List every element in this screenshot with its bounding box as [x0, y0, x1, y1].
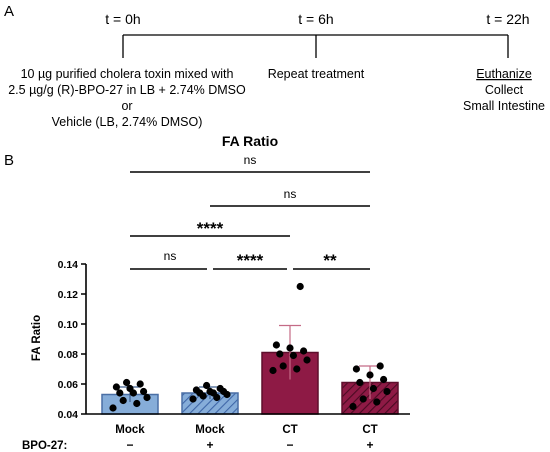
data-point [143, 393, 151, 402]
y-tick-label: 0.14 [58, 259, 79, 271]
data-point [279, 362, 287, 370]
y-tick-label: 0.12 [58, 289, 79, 301]
bpo27-sign-ct-1: − [286, 438, 293, 452]
bpo27-sign-mock-2: + [206, 438, 213, 452]
panel-b-label: B [4, 152, 14, 169]
timepoint-22h: t = 22h [486, 11, 529, 27]
timepoint-0h: t = 0h [105, 11, 140, 27]
y-axis-label: FA Ratio [31, 315, 43, 361]
sig-label-mock-vs-mockbpo: ns [164, 249, 177, 263]
data-point [136, 380, 144, 388]
data-point [203, 381, 211, 390]
data-point [383, 387, 391, 396]
data-point [126, 384, 134, 393]
data-point [112, 383, 120, 391]
y-tick-label: 0.08 [58, 349, 79, 361]
axes [85, 264, 410, 415]
data-point [293, 365, 301, 373]
data-point [269, 366, 277, 375]
panel-a-label: A [4, 3, 14, 20]
data-point [109, 404, 117, 412]
y-tick-label: 0.06 [58, 379, 79, 391]
data-point [380, 375, 388, 384]
sig-label-mock-vs-ct-bpo: ns [244, 153, 257, 167]
data-point [289, 351, 297, 360]
data-point [356, 378, 364, 387]
data-point [373, 398, 381, 406]
data-point [369, 384, 377, 393]
data-point [376, 362, 384, 370]
data-point [192, 386, 200, 394]
data-point [300, 347, 308, 355]
timeline [122, 34, 509, 58]
data-point [303, 356, 311, 364]
end-line-collect: Collect [485, 83, 524, 97]
data-point [119, 396, 127, 405]
category-label-ct-1: CT [282, 424, 297, 436]
bpo27-sign-ct-2: + [366, 438, 373, 452]
treatment-line-4: Vehicle (LB, 2.74% DMSO) [52, 115, 203, 129]
data-point [359, 395, 367, 403]
timepoint-6h: t = 6h [298, 11, 333, 27]
bpo27-sign-mock-1: − [126, 438, 133, 452]
end-line-euthanize: Euthanize [476, 67, 532, 81]
bpo27-row-label: BPO-27: [22, 440, 67, 452]
treatment-line-2: 2.5 µg/g (R)-BPO-27 in LB + 2.74% DMSO [8, 83, 246, 97]
sig-label-mockbpo-vs-ct: **** [237, 251, 264, 270]
data-point [140, 387, 148, 396]
data-point [123, 378, 131, 387]
data-point [276, 350, 284, 358]
category-label-ct-2: CT [362, 424, 377, 436]
end-line-small-intestine: Small Intestine [463, 99, 545, 113]
repeat-treatment: Repeat treatment [268, 67, 365, 81]
data-point [206, 387, 214, 396]
data-point [349, 402, 357, 411]
y-ticks: 0.04 0.06 0.08 0.10 0.12 0.14 [58, 259, 86, 421]
treatment-line-1: 10 µg purified cholera toxin mixed with [21, 67, 234, 81]
category-label-mock-2: Mock [195, 424, 225, 436]
category-label-mock-1: Mock [115, 424, 145, 436]
sig-label-mock-vs-ct: **** [197, 219, 224, 238]
y-tick-label: 0.04 [58, 409, 79, 421]
data-point [116, 389, 124, 397]
data-point [272, 341, 280, 349]
data-point [366, 371, 374, 379]
treatment-line-3: or [121, 99, 132, 113]
y-tick-label: 0.10 [58, 319, 79, 331]
data-point [133, 399, 141, 408]
data-points [109, 282, 391, 412]
data-point [189, 395, 197, 403]
sig-label-mockbpo-vs-ctbpo: ns [284, 187, 297, 201]
data-point [296, 282, 304, 291]
significance-brackets: ns ns **** ns **** ** [130, 153, 370, 270]
sig-label-ct-vs-ctbpo: ** [323, 251, 337, 270]
chart-title: FA Ratio [222, 133, 278, 149]
data-point [286, 344, 294, 352]
data-point [352, 365, 360, 373]
data-point [216, 384, 224, 393]
